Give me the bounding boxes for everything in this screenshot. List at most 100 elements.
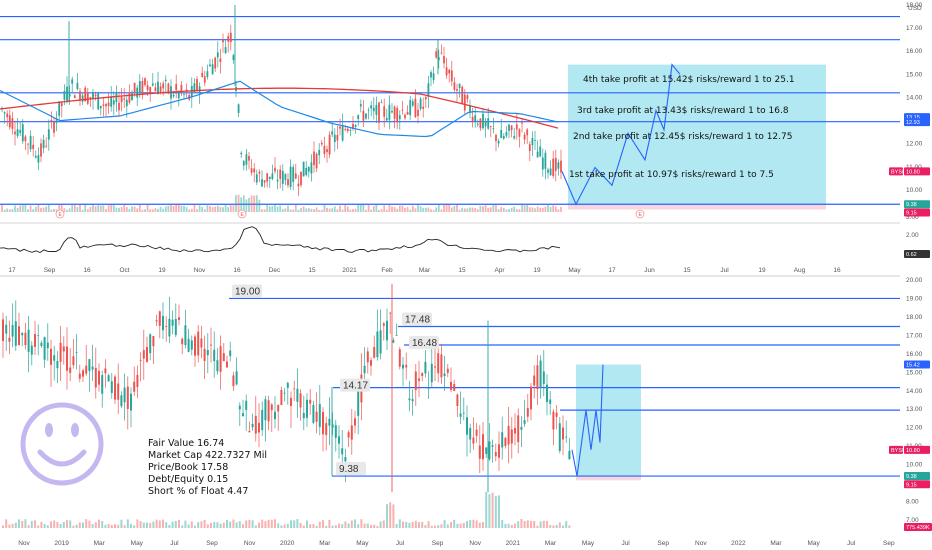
candle-body: [86, 92, 89, 104]
top-x-tick-7: Dec: [269, 267, 281, 274]
candle-body: [313, 151, 315, 166]
volume-bar: [552, 205, 555, 212]
candle-body: [323, 146, 326, 154]
volume-bar: [29, 205, 32, 212]
volume-bar: [453, 206, 456, 212]
bottom-candle-body: [341, 448, 344, 455]
bottom-candle-body: [190, 340, 193, 350]
candle-body: [487, 118, 490, 129]
candle-body: [125, 99, 128, 107]
candle-body: [497, 140, 500, 144]
volume-bar: [84, 204, 87, 212]
candle-body: [463, 94, 466, 111]
candle-body: [276, 179, 279, 182]
volume-bar: [427, 207, 430, 212]
bottom-candle-body: [210, 344, 212, 346]
volume-bar: [14, 205, 16, 212]
volume-bar: [396, 208, 399, 212]
candle-body: [541, 157, 544, 170]
bottom-candle-body: [443, 373, 446, 377]
bottom-volume-bar: [114, 524, 116, 528]
bottom-candle-body: [440, 354, 443, 378]
top-price-tag-bg-5: [904, 208, 930, 217]
bottom-volume-bar: [126, 519, 129, 528]
candle-body: [105, 104, 107, 107]
bottom-volume-bar: [2, 525, 4, 528]
top-price-tag-bg-4: [904, 200, 930, 209]
bottom-price-tag-bg-1: [889, 445, 903, 454]
candle-body: [237, 104, 240, 113]
top-x-tick-16: 17: [608, 267, 616, 274]
candle-body: [16, 129, 19, 136]
bottom-candle-body: [146, 347, 148, 362]
bottom-price-tag-3: 9.38: [906, 474, 917, 480]
bottom-volume-bar: [546, 520, 548, 528]
volume-bar: [123, 204, 126, 212]
bottom-candle-body: [229, 350, 232, 357]
bottom-volume-bar: [248, 519, 251, 528]
candle-body: [151, 83, 154, 86]
candle-body: [380, 102, 383, 104]
bottom-volume-bar: [149, 523, 152, 528]
bottom-volume-bar: [312, 523, 315, 528]
bottom-candle-body: [107, 375, 110, 382]
candle-body: [102, 104, 105, 106]
volume-bar: [201, 207, 204, 212]
candle-body: [492, 128, 495, 130]
volume-bar: [105, 209, 107, 212]
bottom-candle-body: [539, 360, 542, 388]
volume-bar: [193, 204, 196, 212]
bottom-volume-bar: [91, 524, 94, 528]
bottom-candle-body: [197, 331, 200, 356]
candle-body: [289, 166, 292, 187]
volume-bar: [411, 205, 414, 212]
candle-body: [258, 171, 261, 174]
volume-bar: [365, 209, 367, 212]
bottom-candle-body: [318, 404, 321, 427]
bottom-volume-bar: [168, 524, 171, 528]
bottom-volume-bar: [533, 520, 536, 528]
bottom-volume-bar: [107, 524, 110, 528]
bottom-candle-body: [536, 365, 539, 390]
bottom-x-tick-9: May: [356, 540, 369, 547]
candle-body: [404, 114, 406, 119]
volume-bar: [16, 207, 19, 212]
bottom-volume-bar: [482, 522, 484, 528]
bottom-x-tick-19: 2022: [731, 540, 746, 547]
volume-bar: [71, 205, 74, 212]
bottom-candle-body: [123, 387, 126, 403]
candle-body: [6, 113, 9, 118]
candle-body: [362, 110, 365, 121]
candle-body: [445, 67, 448, 76]
bottom-candle-body: [370, 360, 372, 366]
bottom-y-tick-7: 13.00: [906, 406, 923, 413]
candle-body: [448, 69, 451, 74]
candle-body: [432, 73, 435, 80]
bottom-volume-bar: [213, 522, 216, 528]
candle-body: [430, 72, 432, 78]
volume-bar: [11, 208, 14, 212]
candle-body: [71, 79, 74, 84]
candle-body: [560, 160, 562, 173]
volume-bar: [528, 207, 531, 212]
candle-body: [393, 106, 396, 119]
bottom-candle-body: [187, 338, 190, 352]
volume-bar: [339, 205, 341, 212]
bottom-x-tick-0: Nov: [18, 540, 30, 547]
bottom-volume-bar: [75, 524, 78, 528]
bottom-candle-body: [494, 452, 497, 457]
bottom-volume-bar: [344, 521, 347, 528]
bottom-level-lines: [229, 297, 900, 477]
bottom-volume-bar: [18, 519, 20, 528]
bottom-volume-bar: [536, 525, 539, 528]
bottom-candle-body: [46, 342, 49, 349]
volume-bar: [276, 206, 279, 212]
candle-body: [284, 174, 287, 181]
bottom-volume-bar: [568, 525, 571, 528]
bottom-volume-bar: [56, 521, 59, 528]
top-volume-bars: [1, 194, 562, 212]
bottom-volume-bar: [296, 519, 299, 528]
bottom-target-zone: [576, 364, 641, 481]
volume-bar: [513, 206, 516, 212]
bottom-candle-body: [306, 399, 308, 418]
